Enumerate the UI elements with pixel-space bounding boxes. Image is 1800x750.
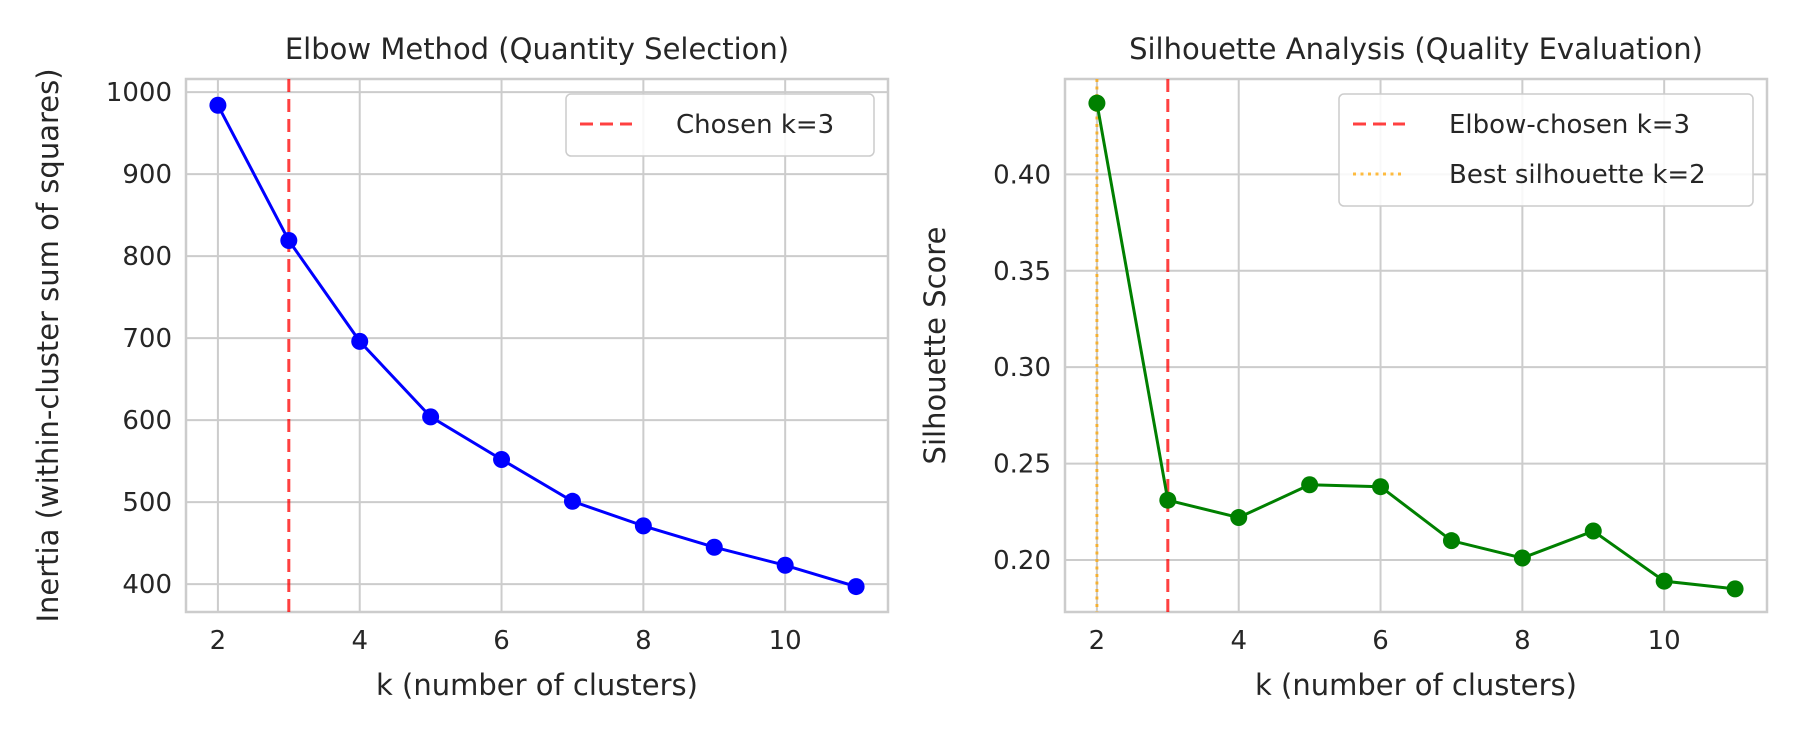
chart-title: Elbow Method (Quantity Selection): [285, 32, 789, 66]
data-point: [563, 492, 581, 510]
data-point: [776, 556, 794, 574]
data-point: [1088, 94, 1106, 112]
x-tick-label: 4: [1230, 626, 1247, 656]
legend-label: Chosen k=3: [676, 110, 834, 140]
data-point: [493, 450, 511, 468]
data-point: [1655, 572, 1673, 590]
y-tick-label: 800: [122, 242, 172, 272]
data-point: [1301, 476, 1319, 494]
y-tick-label: 500: [122, 488, 172, 518]
data-point: [209, 96, 227, 114]
x-tick-label: 10: [769, 626, 802, 656]
y-tick-label: 0.30: [993, 353, 1051, 383]
x-axis-label: k (number of clusters): [376, 668, 698, 702]
y-tick-label: 0.20: [993, 546, 1051, 576]
data-point: [351, 332, 369, 350]
legend: Elbow-chosen k=3 Best silhouette k=2: [1338, 93, 1754, 207]
data-point: [1584, 522, 1602, 540]
y-tick-label: 700: [122, 324, 172, 354]
y-tick-label: 600: [122, 406, 172, 436]
y-axis-label: Silhouette Score: [918, 227, 952, 465]
y-tick-label: 0.35: [993, 257, 1051, 287]
x-tick-label: 2: [210, 626, 227, 656]
data-point: [1726, 580, 1744, 598]
chart-panel-1: 2 4 6 8 10 400 500 600 700 800 900 1000 Elbow Method…: [31, 32, 890, 702]
x-tick-label: 2: [1089, 626, 1106, 656]
legend: Chosen k=3: [565, 93, 875, 157]
y-tick-label: 1000: [106, 78, 172, 108]
data-point: [1230, 509, 1248, 527]
data-point: [634, 517, 652, 535]
x-tick-label: 8: [635, 626, 652, 656]
y-tick-label: 400: [122, 570, 172, 600]
data-point: [1159, 491, 1177, 509]
legend-frame: [565, 93, 875, 157]
data-point: [280, 232, 298, 250]
plot-frame: [184, 77, 890, 614]
chart-title: Silhouette Analysis (Quality Evaluation): [1129, 32, 1703, 66]
x-tick-label: 10: [1648, 626, 1681, 656]
x-tick-label: 8: [1514, 626, 1531, 656]
x-axis-label: k (number of clusters): [1255, 668, 1577, 702]
legend-label: Best silhouette k=2: [1449, 160, 1706, 190]
data-point: [1372, 478, 1390, 496]
y-tick-label: 900: [122, 160, 172, 190]
data-point: [1513, 549, 1531, 567]
legend-label: Elbow-chosen k=3: [1449, 110, 1690, 140]
y-tick-label: 0.40: [993, 160, 1051, 190]
data-point: [705, 538, 723, 556]
chart-panel-2: 2 4 6 8 10 0.20 0.25 0.30 0.35 0.40 Silhouette Ana…: [918, 32, 1769, 702]
data-point: [422, 408, 440, 426]
y-axis-label: Inertia (within-cluster sum of squares): [31, 68, 65, 622]
series-line: [216, 104, 857, 589]
x-tick-label: 4: [351, 626, 368, 656]
legend-frame: [1338, 93, 1754, 207]
x-tick-label: 6: [493, 626, 510, 656]
x-tick-label: 6: [1372, 626, 1389, 656]
series-line: [1095, 102, 1736, 591]
data-point: [847, 578, 865, 596]
data-point: [1442, 532, 1460, 550]
plot-frame: [1063, 77, 1769, 614]
y-tick-label: 0.25: [993, 450, 1051, 480]
